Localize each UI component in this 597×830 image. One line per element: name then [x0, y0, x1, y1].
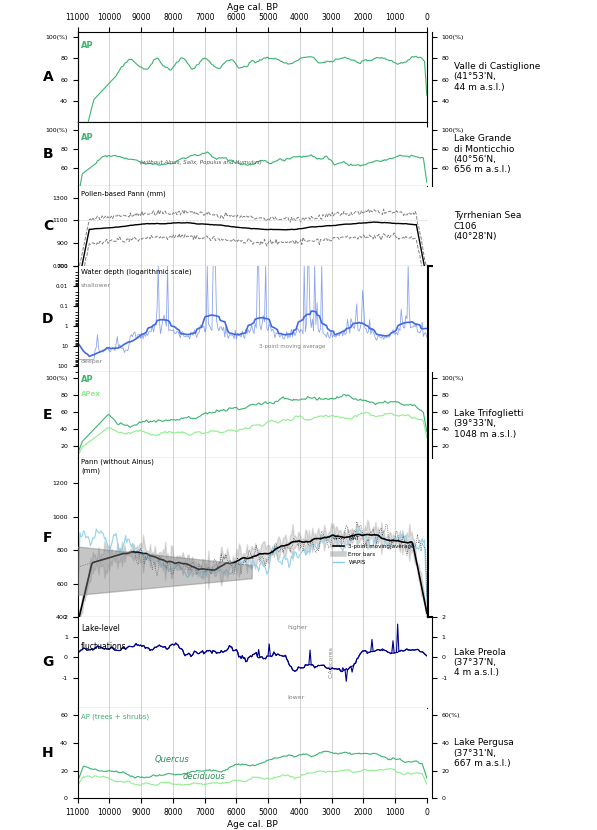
Text: lower: lower	[287, 695, 304, 700]
Text: D: D	[42, 311, 54, 325]
Text: Valle di Castiglione
(41°53'N,
44 m a.s.l.): Valle di Castiglione (41°53'N, 44 m a.s.…	[454, 62, 540, 92]
Text: Quercus: Quercus	[155, 755, 189, 764]
Polygon shape	[78, 547, 252, 595]
Text: shallower: shallower	[81, 283, 111, 288]
Text: Lake-level: Lake-level	[81, 623, 120, 632]
Text: B: B	[42, 147, 53, 161]
Text: Lake Preola
(37°37'N,
4 m a.s.l.): Lake Preola (37°37'N, 4 m a.s.l.)	[454, 647, 506, 677]
Text: F: F	[43, 530, 53, 544]
Text: Lake Grande
di Monticchio
(40°56'N,
656 m a.s.l.): Lake Grande di Monticchio (40°56'N, 656 …	[454, 134, 514, 174]
Text: A: A	[42, 70, 53, 84]
Text: Tyrrhenian Sea
C106
(40°28'N): Tyrrhenian Sea C106 (40°28'N)	[454, 211, 521, 241]
Text: AP: AP	[81, 133, 94, 142]
Text: APex: APex	[81, 391, 101, 397]
Text: H: H	[42, 746, 54, 760]
Text: Lake Pergusa
(37°31'N,
667 m a.s.l.): Lake Pergusa (37°31'N, 667 m a.s.l.)	[454, 738, 513, 768]
Text: deciduous: deciduous	[182, 772, 225, 780]
Legend: MAT, 3-point moving average, Error bars, WAPIS: MAT, 3-point moving average, Error bars,…	[331, 534, 417, 567]
Text: AP (trees + shrubs): AP (trees + shrubs)	[81, 714, 149, 720]
Text: Lake Trifoglietti
(39°33'N,
1048 m a.s.l.): Lake Trifoglietti (39°33'N, 1048 m a.s.l…	[454, 409, 523, 439]
Text: higher: higher	[287, 625, 307, 630]
Text: fluctuations: fluctuations	[81, 642, 127, 651]
Text: AP: AP	[81, 375, 94, 384]
Text: Water depth (logarithmic scale): Water depth (logarithmic scale)	[81, 268, 192, 275]
Text: 3-point moving average: 3-point moving average	[259, 344, 325, 349]
Text: Pollen-based Pann (mm): Pollen-based Pann (mm)	[81, 191, 166, 198]
Text: Pann (without Alnus): Pann (without Alnus)	[81, 458, 154, 465]
Text: (mm): (mm)	[81, 468, 100, 474]
Text: G: G	[42, 656, 54, 670]
Text: E: E	[43, 408, 53, 422]
X-axis label: Age cal. BP: Age cal. BP	[227, 3, 278, 12]
Text: CA scores: CA scores	[329, 647, 334, 678]
Text: (without Alnus, Salix, Populus and Humulus): (without Alnus, Salix, Populus and Humul…	[140, 160, 262, 165]
Text: C: C	[43, 219, 53, 233]
X-axis label: Age cal. BP: Age cal. BP	[227, 820, 278, 829]
Text: AP: AP	[81, 41, 94, 50]
Text: deeper: deeper	[81, 359, 103, 364]
